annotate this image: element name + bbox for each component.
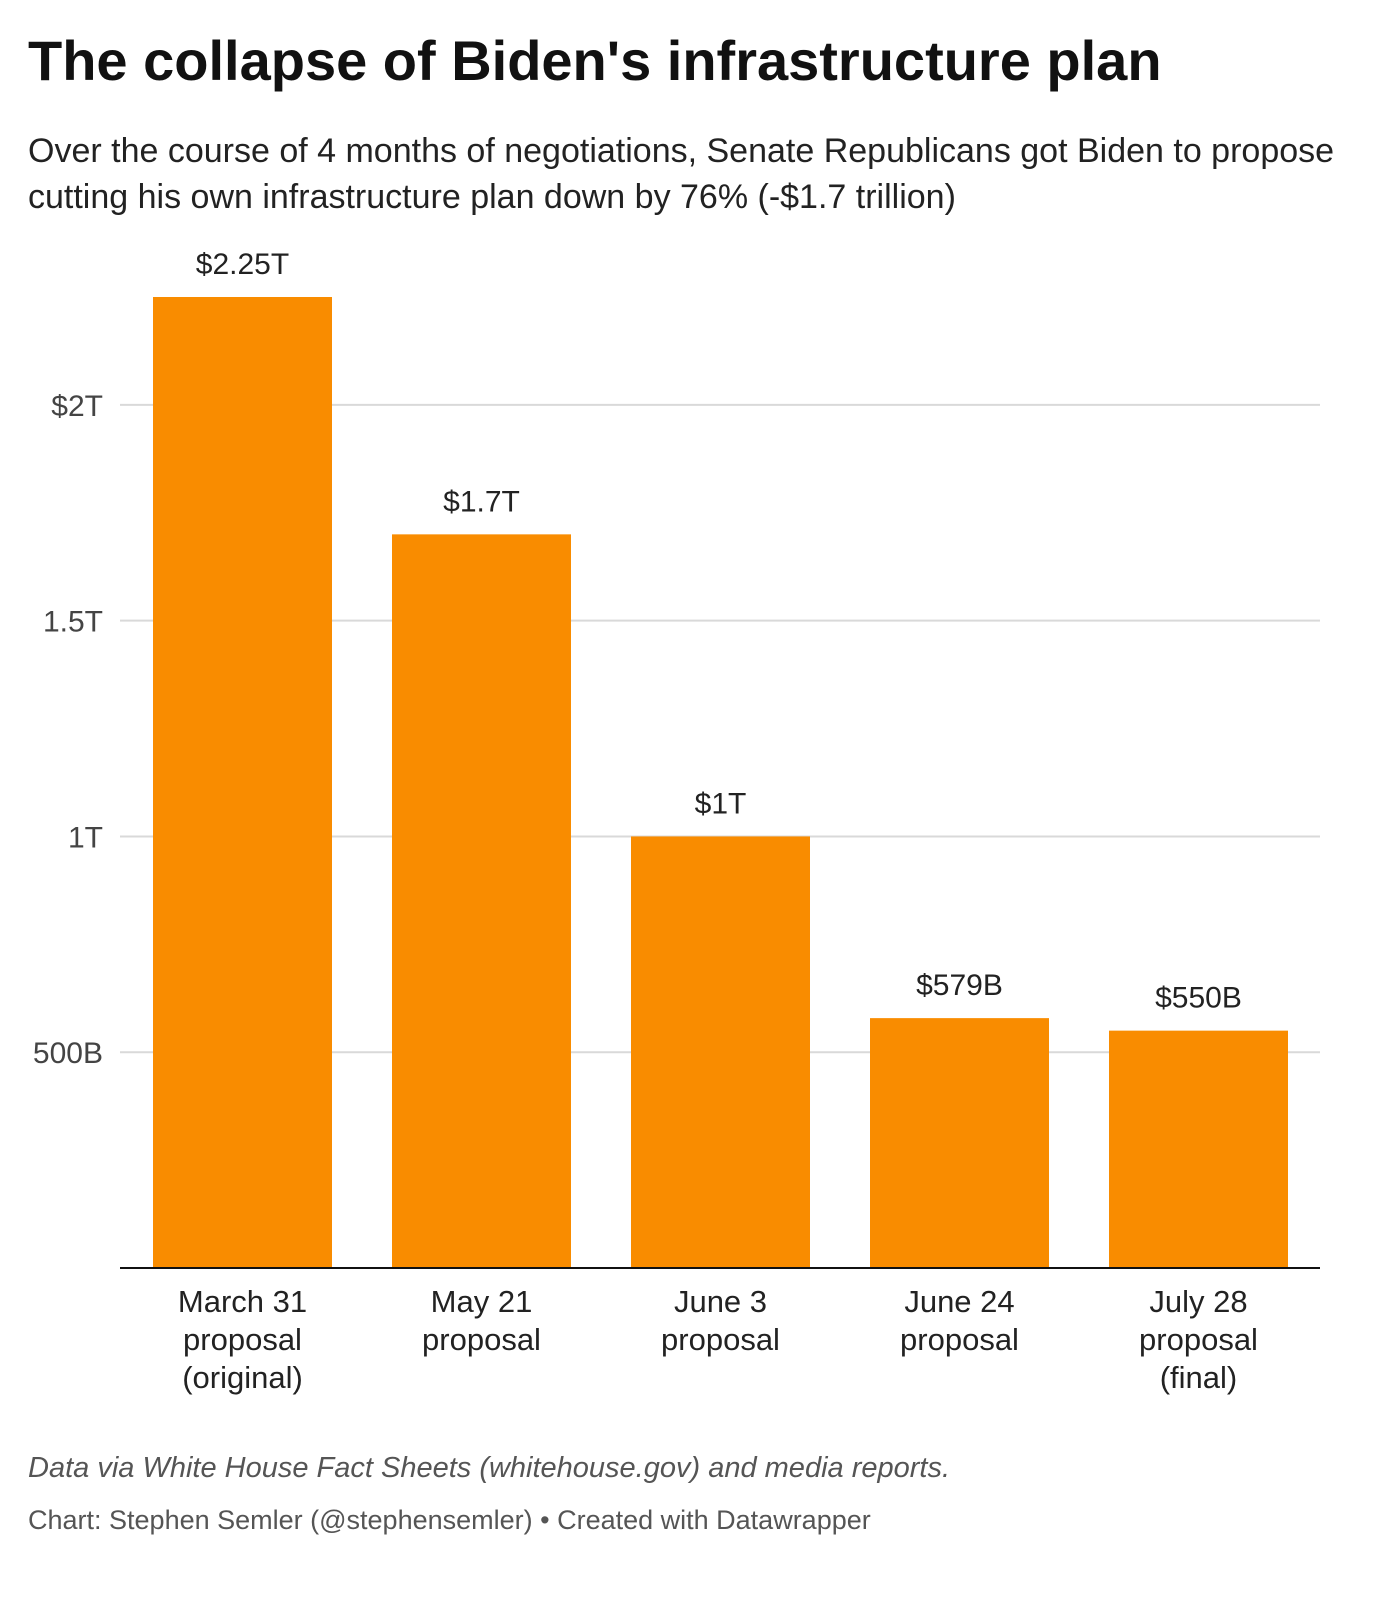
- y-tick-label: 1.5T: [43, 606, 103, 639]
- chart-subtitle: Over the course of 4 months of negotiati…: [28, 132, 1335, 216]
- bar: [1109, 1030, 1288, 1268]
- category-label-line: (final): [1160, 1360, 1238, 1395]
- category-label-line: (original): [182, 1360, 303, 1395]
- category-label: July 28 proposal (final): [1139, 1284, 1258, 1395]
- category-label-line: proposal: [661, 1322, 780, 1357]
- bars: [153, 297, 1288, 1268]
- category-label-line: March 31: [178, 1284, 307, 1319]
- category-label-line: June 3: [674, 1284, 767, 1319]
- bar: [870, 1018, 1049, 1268]
- chart-credit: Chart: Stephen Semler (@stephensemler) •…: [28, 1505, 871, 1535]
- category-label-line: proposal: [183, 1322, 302, 1357]
- source-note: Data via White House Fact Sheets (whiteh…: [28, 1452, 951, 1484]
- value-label: $2.25T: [196, 248, 289, 281]
- value-label: $1T: [695, 787, 747, 820]
- category-label-line: proposal: [1139, 1322, 1258, 1357]
- category-label-line: proposal: [422, 1322, 541, 1357]
- category-label: May 21 proposal: [422, 1284, 541, 1357]
- category-label-line: May 21: [431, 1284, 533, 1319]
- y-tick-label: 1T: [68, 821, 103, 854]
- category-label: March 31 proposal (original): [178, 1284, 307, 1395]
- value-label: $550B: [1155, 982, 1242, 1015]
- category-label: June 24 proposal: [900, 1284, 1019, 1357]
- category-label: June 3 proposal: [661, 1284, 780, 1357]
- bar: [153, 297, 332, 1268]
- category-label-line: July 28: [1149, 1284, 1247, 1319]
- category-label-line: proposal: [900, 1322, 1019, 1357]
- value-label: $1.7T: [443, 485, 520, 518]
- bar: [392, 534, 571, 1268]
- bar: [631, 836, 810, 1268]
- y-tick-label: 500B: [33, 1037, 103, 1070]
- chart-title: The collapse of Biden's infrastructure p…: [28, 29, 1162, 92]
- category-label-line: June 24: [904, 1284, 1014, 1319]
- value-label: $579B: [916, 969, 1003, 1002]
- y-tick-label: $2T: [51, 390, 103, 423]
